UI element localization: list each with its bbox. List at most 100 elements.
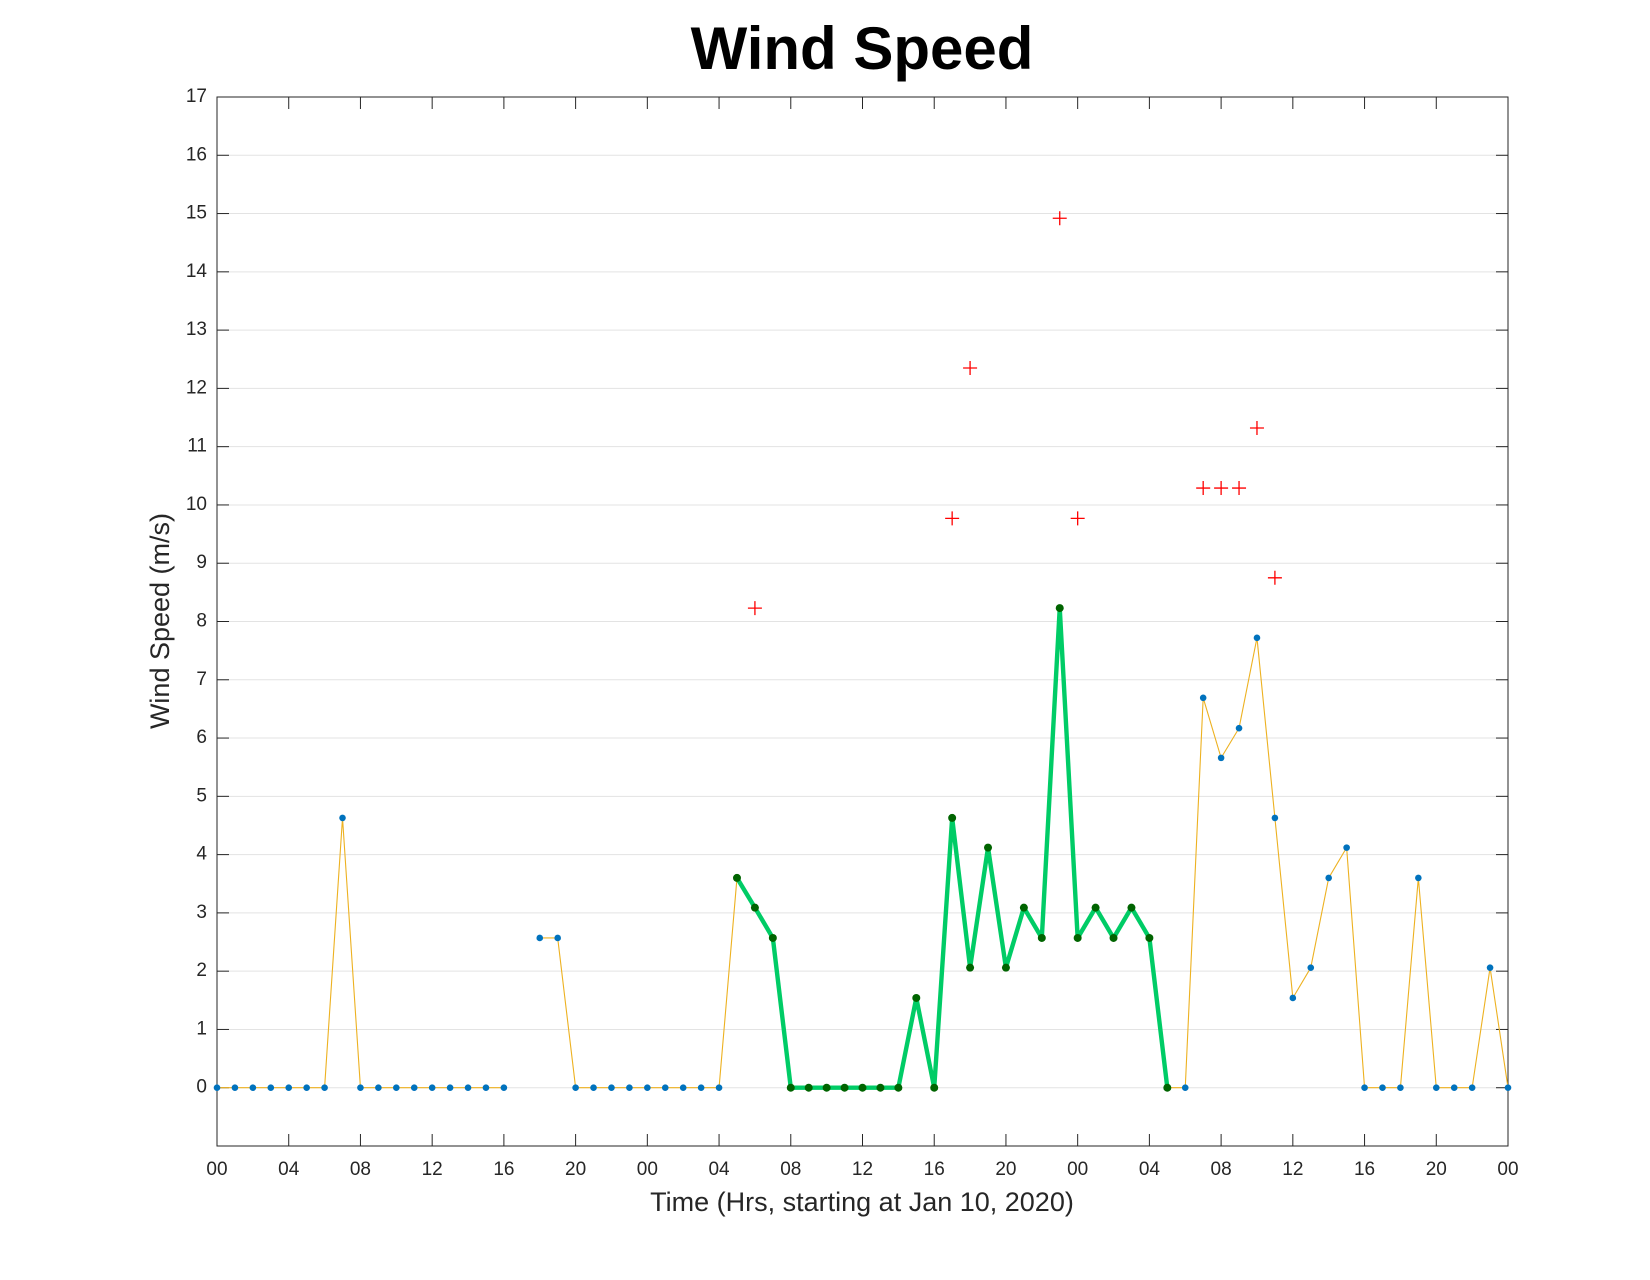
y-axis-label: Wind Speed (m/s) <box>145 513 175 729</box>
x-tick-label: 04 <box>278 1159 300 1180</box>
data-point <box>249 1084 257 1092</box>
y-tick-label: 3 <box>196 902 207 923</box>
data-point <box>966 963 975 972</box>
y-tick-label: 15 <box>186 203 207 224</box>
data-point <box>590 1084 597 1092</box>
data-point <box>339 814 346 822</box>
data-point <box>912 993 921 1002</box>
data-point <box>661 1084 669 1092</box>
y-tick-label: 12 <box>186 377 207 398</box>
data-marker <box>963 360 978 375</box>
data-point <box>804 1083 813 1092</box>
data-marker <box>1052 211 1067 226</box>
data-point <box>393 1084 400 1092</box>
data-point <box>1432 1084 1440 1092</box>
data-point <box>1325 874 1332 882</box>
data-point <box>410 1084 418 1092</box>
data-point <box>608 1084 615 1092</box>
data-point <box>1145 933 1154 942</box>
data-point <box>930 1083 939 1092</box>
data-point <box>303 1084 310 1092</box>
data-point <box>768 933 777 942</box>
data-point <box>626 1084 633 1092</box>
x-tick-label: 08 <box>1211 1159 1232 1180</box>
x-axis-label: Time (Hrs, starting at Jan 10, 2020) <box>650 1187 1074 1217</box>
x-tick-label: 16 <box>924 1159 945 1180</box>
x-tick-label: 20 <box>565 1159 586 1180</box>
data-point <box>1271 814 1279 822</box>
data-point <box>894 1083 903 1092</box>
data-point <box>1001 963 1010 972</box>
data-point <box>464 1084 472 1092</box>
data-point <box>1397 1084 1404 1092</box>
data-point <box>500 1084 508 1092</box>
data-point <box>1289 994 1297 1002</box>
x-tick-label: 04 <box>1139 1159 1161 1180</box>
x-tick-label: 12 <box>422 1159 443 1180</box>
data-point <box>644 1084 651 1092</box>
data-marker <box>747 601 762 616</box>
data-point <box>715 1084 723 1092</box>
data-point <box>1217 754 1225 762</box>
data-point <box>984 843 993 852</box>
data-marker <box>1196 481 1211 496</box>
data-point <box>1486 964 1494 971</box>
data-point <box>554 934 561 942</box>
data-point <box>679 1084 687 1092</box>
x-tick-label: 00 <box>206 1159 227 1180</box>
y-tick-label: 2 <box>196 960 207 981</box>
y-tick-label: 1 <box>196 1018 207 1039</box>
data-point <box>1361 1084 1368 1092</box>
data-point <box>948 813 957 822</box>
data-point <box>876 1083 885 1092</box>
data-point <box>1343 844 1350 851</box>
data-point <box>231 1084 239 1092</box>
data-point <box>375 1084 382 1092</box>
x-tick-label: 00 <box>637 1159 658 1180</box>
data-point <box>1415 874 1422 882</box>
data-marker <box>1070 511 1085 526</box>
data-point <box>1073 933 1082 942</box>
data-point <box>1504 1084 1512 1092</box>
data-point <box>1109 933 1118 942</box>
x-tick-label: 16 <box>493 1159 514 1180</box>
data-point <box>536 934 544 942</box>
data-point <box>1055 604 1064 613</box>
data-point <box>750 903 759 912</box>
y-tick-label: 17 <box>186 86 207 107</box>
x-tick-label: 00 <box>1067 1159 1088 1180</box>
data-point <box>786 1083 795 1092</box>
data-point <box>267 1084 275 1092</box>
y-tick-label: 6 <box>196 727 207 748</box>
data-point <box>1199 694 1207 702</box>
y-tick-label: 7 <box>196 669 207 690</box>
x-tick-label: 00 <box>1497 1159 1518 1180</box>
x-tick-label: 08 <box>350 1159 371 1180</box>
data-point <box>321 1084 328 1092</box>
y-tick-label: 16 <box>186 144 207 165</box>
x-tick-label: 20 <box>1426 1159 1447 1180</box>
y-tick-label: 4 <box>196 844 207 865</box>
data-point <box>1019 903 1028 912</box>
data-point <box>572 1084 579 1092</box>
data-point <box>285 1084 293 1092</box>
axes-box <box>216 96 1509 1147</box>
chart-title: Wind Speed <box>691 15 1034 82</box>
data-point <box>482 1084 490 1092</box>
x-tick-label: 16 <box>1354 1159 1375 1180</box>
y-tick-label: 0 <box>196 1077 207 1098</box>
data-point <box>1379 1084 1386 1092</box>
data-marker <box>1249 421 1264 436</box>
y-tick-label: 8 <box>196 611 207 632</box>
data-point <box>1037 933 1046 942</box>
x-tick-label: 12 <box>852 1159 873 1180</box>
data-point <box>1468 1084 1476 1092</box>
data-point <box>1450 1084 1458 1092</box>
y-tick-label: 11 <box>187 436 207 457</box>
data-marker <box>1214 481 1229 496</box>
data-point <box>1091 903 1100 912</box>
data-point <box>213 1084 221 1092</box>
